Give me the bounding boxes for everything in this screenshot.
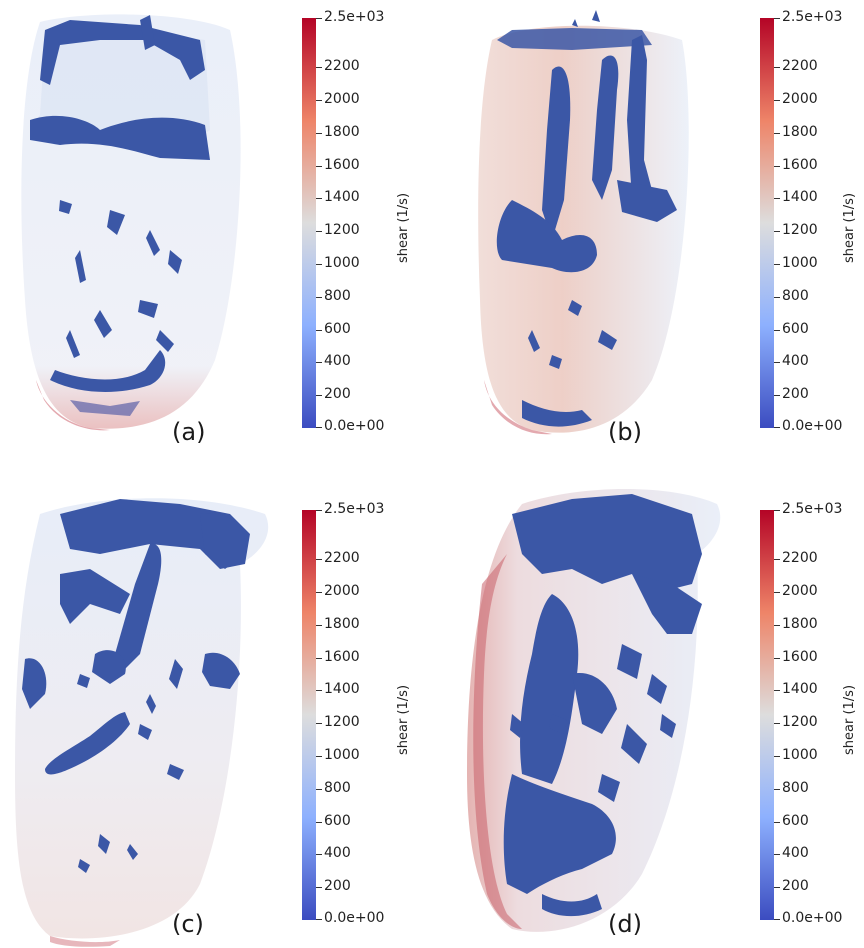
tick-label: 1000 [324,747,360,763]
tick-label: 600 [782,813,809,829]
panel-caption: (d) [608,910,642,938]
colorbar-min-label: 0.0e+00 [324,418,385,434]
colorbar-gradient [302,510,316,920]
panel-caption: (b) [608,418,642,446]
tick-label: 1800 [324,124,360,140]
tick-label: 1200 [324,222,360,238]
tick-label: 600 [324,321,351,337]
tick-label: 400 [324,845,351,861]
tick-label: 1000 [782,747,818,763]
tick-label: 2200 [782,550,818,566]
colorbar-gradient [302,18,316,428]
colorbar-max-label: 2.5e+03 [782,9,843,25]
colorbar: 2.5e+03 2200 2000 1800 1600 1400 1200 10… [300,501,420,940]
colorbar-title: shear (1/s) [396,684,411,755]
tick-label: 2200 [324,550,360,566]
tick-label: 1200 [324,714,360,730]
tick-label: 800 [324,780,351,796]
tick-label: 1400 [782,681,818,697]
colorbar: 2.5e+03 2200 2000 1800 1600 1400 1200 10… [300,9,420,448]
tick-label: 600 [324,813,351,829]
tick-label: 1200 [782,222,818,238]
colorbar-min-label: 0.0e+00 [782,910,843,926]
tick-label: 2000 [324,583,360,599]
tick-label: 1600 [782,649,818,665]
tick-label: 1600 [324,649,360,665]
tick-label: 1800 [782,124,818,140]
tick-label: 1800 [324,616,360,632]
panel-caption: (a) [172,418,206,446]
colorbar-min-label: 0.0e+00 [324,910,385,926]
shear-render-b [478,10,689,435]
colorbar: 2.5e+03 2200 2000 1800 1600 1400 1200 10… [758,9,864,448]
shear-render-d [467,489,721,932]
colorbar-min-label: 0.0e+00 [782,418,843,434]
colorbar-max-label: 2.5e+03 [324,501,385,517]
colorbar-title: shear (1/s) [842,192,857,263]
tick-label: 200 [782,386,809,402]
tick-label: 600 [782,321,809,337]
tick-label: 1400 [324,681,360,697]
tick-label: 1000 [782,255,818,271]
tick-label: 1400 [324,189,360,205]
tick-label: 2000 [782,583,818,599]
tick-label: 1600 [782,157,818,173]
tick-label: 800 [324,288,351,304]
colorbar-max-label: 2.5e+03 [782,501,843,517]
tick-label: 2200 [324,58,360,74]
tick-label: 2200 [782,58,818,74]
panel-a: (a) 2.5e+03 2200 2000 1800 1600 1400 [0,0,432,474]
tick-label: 200 [324,386,351,402]
tick-label: 2000 [782,91,818,107]
tick-label: 400 [782,353,809,369]
tick-label: 400 [324,353,351,369]
panel-caption: (c) [172,910,204,938]
panel-c: (c) 2.5e+03 2200 2000 1800 1600 1400 [0,474,432,948]
tick-label: 1000 [324,255,360,271]
tick-label: 1400 [782,189,818,205]
colorbar-max-label: 2.5e+03 [324,9,385,25]
panel-b: (b) 2.5e+03 2200 2000 1800 1600 1400 [432,0,864,474]
colorbar: 2.5e+03 2200 2000 1800 1600 1400 1200 10… [758,501,864,940]
tick-label: 800 [782,288,809,304]
tick-label: 400 [782,845,809,861]
tick-label: 1600 [324,157,360,173]
colorbar-gradient [760,18,774,428]
tick-label: 200 [324,878,351,894]
colorbar-title: shear (1/s) [842,684,857,755]
tick-label: 1200 [782,714,818,730]
panel-d: (d) 2.5e+03 2200 2000 1800 1600 1400 [432,474,864,948]
colorbar-title: shear (1/s) [396,192,411,263]
tick-label: 1800 [782,616,818,632]
tick-label: 800 [782,780,809,796]
tick-label: 200 [782,878,809,894]
shear-render-a [21,14,241,431]
shear-render-c [15,498,269,947]
colorbar-gradient [760,510,774,920]
tick-label: 2000 [324,91,360,107]
